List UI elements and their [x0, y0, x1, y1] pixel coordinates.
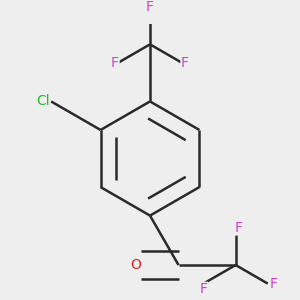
Text: O: O: [130, 258, 141, 272]
Text: F: F: [235, 221, 242, 235]
Text: F: F: [146, 0, 154, 14]
Text: F: F: [269, 277, 278, 291]
Text: F: F: [111, 56, 119, 70]
Text: Cl: Cl: [36, 94, 50, 108]
Text: F: F: [200, 282, 208, 296]
Text: F: F: [181, 56, 189, 70]
